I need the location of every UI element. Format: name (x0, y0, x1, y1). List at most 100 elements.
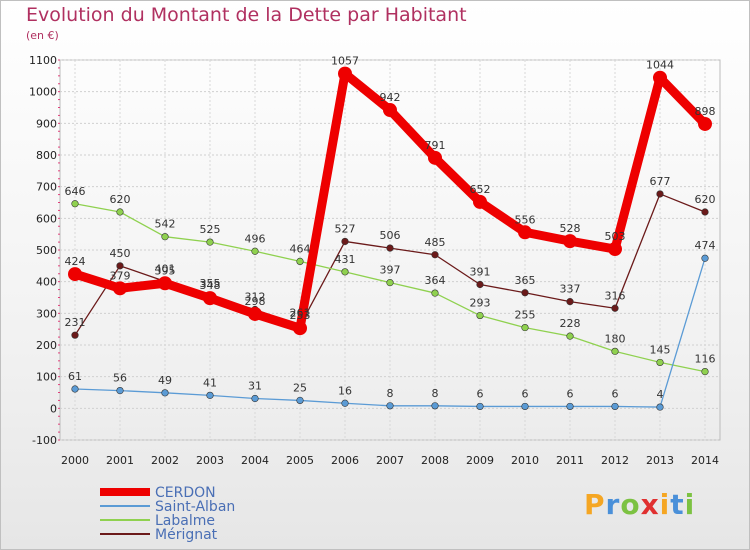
data-point (431, 251, 439, 259)
data-point (251, 247, 259, 255)
legend-label: Mérignat (155, 527, 218, 543)
data-label: 4 (657, 388, 664, 401)
data-label: 145 (650, 343, 671, 356)
x-tick-label: 2013 (646, 454, 674, 467)
data-point (701, 368, 709, 376)
x-tick-label: 2004 (241, 454, 269, 467)
data-point (68, 267, 82, 282)
data-point (341, 237, 349, 246)
data-point (611, 402, 619, 411)
data-label: 355 (200, 277, 221, 290)
legend-label: Saint-Alban (155, 499, 235, 515)
chart-title: Evolution du Montant de la Dette par Hab… (26, 4, 467, 26)
y-tick-label: -100 (32, 434, 57, 447)
data-label: 395 (155, 264, 176, 277)
x-tick-label: 2008 (421, 454, 449, 467)
data-point (206, 391, 214, 399)
data-point (116, 208, 124, 216)
data-point (656, 190, 664, 198)
chart-subtitle: (en €) (26, 29, 59, 42)
data-label: 527 (335, 222, 356, 235)
data-label: 474 (695, 239, 716, 252)
data-label: 31 (248, 380, 262, 393)
data-label: 16 (338, 384, 352, 397)
data-label: 298 (245, 295, 266, 308)
y-tick-label: 800 (36, 149, 57, 162)
data-label: 1044 (646, 59, 674, 72)
x-tick-label: 2014 (691, 454, 719, 467)
data-point (566, 298, 574, 306)
y-tick-label: 200 (36, 339, 57, 352)
data-point (476, 280, 484, 289)
x-tick-label: 2002 (151, 454, 179, 467)
data-label: 61 (68, 370, 82, 383)
data-point (386, 244, 394, 252)
data-label: 312 (245, 291, 266, 304)
data-label: 231 (65, 316, 86, 329)
data-point (113, 281, 127, 296)
data-label: 525 (200, 223, 221, 236)
data-point (608, 242, 622, 257)
data-point (116, 387, 124, 395)
data-label: 8 (387, 387, 394, 400)
data-point (161, 233, 169, 241)
data-label: 646 (65, 185, 86, 198)
data-point (566, 332, 574, 340)
data-label: 496 (245, 232, 266, 245)
y-tick-label: 0 (50, 402, 57, 415)
x-tick-label: 2011 (556, 454, 584, 467)
data-label: 791 (425, 139, 446, 152)
data-point (341, 268, 349, 276)
data-point (116, 262, 124, 270)
y-tick-label: 300 (36, 307, 57, 320)
y-tick-label: 1000 (29, 86, 57, 99)
x-tick-label: 2006 (331, 454, 359, 467)
data-point (653, 70, 667, 85)
x-tick-label: 2005 (286, 454, 314, 467)
data-point (473, 194, 487, 209)
data-label: 424 (65, 255, 86, 268)
data-point (476, 311, 484, 320)
data-label: 898 (695, 105, 716, 118)
x-tick-label: 2001 (106, 454, 134, 467)
data-point (161, 389, 169, 397)
data-label: 542 (155, 218, 176, 231)
data-label: 49 (158, 374, 172, 387)
x-tick-label: 2009 (466, 454, 494, 467)
x-tick-label: 2007 (376, 454, 404, 467)
data-label: 6 (477, 387, 484, 400)
data-point (251, 394, 259, 403)
data-point (476, 402, 484, 411)
data-point (203, 291, 217, 306)
data-label: 6 (612, 387, 619, 400)
data-label: 337 (560, 283, 581, 296)
data-point (293, 321, 307, 336)
data-point (71, 385, 79, 393)
data-point (71, 331, 79, 339)
data-label: 116 (695, 353, 716, 366)
data-label: 379 (110, 269, 131, 282)
data-point (521, 323, 529, 332)
data-label: 556 (515, 213, 536, 226)
data-label: 261 (290, 307, 311, 320)
data-point (428, 150, 442, 165)
data-label: 41 (203, 376, 217, 389)
y-tick-label: 900 (36, 117, 57, 130)
y-tick-label: 600 (36, 212, 57, 225)
data-label: 365 (515, 274, 536, 287)
data-point (338, 66, 352, 81)
data-point (431, 402, 439, 410)
data-label: 391 (470, 266, 491, 279)
y-tick-label: 700 (36, 181, 57, 194)
data-label: 942 (380, 91, 401, 104)
data-label: 450 (110, 247, 131, 260)
data-point (386, 402, 394, 410)
data-point (518, 225, 532, 240)
data-label: 503 (605, 230, 626, 243)
data-point (341, 399, 349, 407)
data-label: 620 (695, 193, 716, 206)
data-label: 316 (605, 289, 626, 302)
data-label: 485 (425, 236, 446, 249)
x-tick-label: 2012 (601, 454, 629, 467)
